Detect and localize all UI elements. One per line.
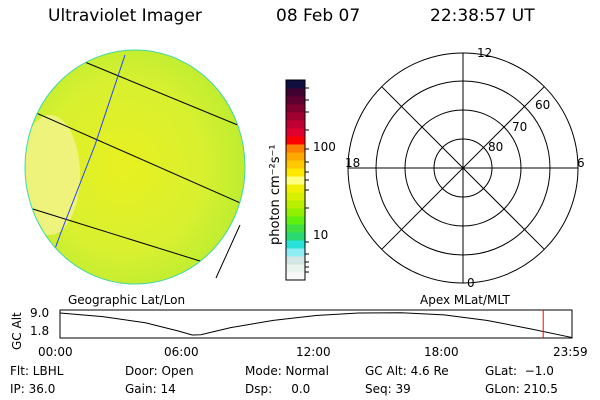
colorbar-swatch — [286, 200, 305, 209]
colorbar-tick-10: 10 — [313, 228, 329, 242]
colorbar-swatch — [286, 96, 305, 105]
colorbar-swatch — [286, 144, 305, 153]
colorbar-swatch — [286, 152, 305, 161]
altitude-frame — [59, 309, 573, 339]
colorbar-swatch — [286, 192, 305, 201]
colorbar-swatch — [286, 160, 305, 169]
colorbar-swatch — [286, 120, 305, 129]
date-label: 08 Feb 07 — [276, 6, 361, 26]
colorbar-swatch — [286, 80, 305, 89]
polar-label-18: 18 — [345, 156, 361, 170]
status-glat: GLat: −1.0 — [485, 364, 554, 378]
time-label: 22:38:57 UT — [430, 6, 535, 26]
xtick: 23:59 — [553, 345, 588, 359]
colorbar-swatch — [286, 240, 305, 249]
apex-title: Apex MLat/MLT — [420, 293, 510, 307]
colorbar — [285, 79, 309, 281]
xtick: 00:00 — [38, 345, 73, 359]
xtick: 12:00 — [296, 345, 331, 359]
colorbar-swatch — [286, 112, 305, 121]
polar-label-6: 6 — [577, 156, 585, 170]
ring-label-80: 80 — [488, 140, 504, 154]
ytick-9: 9.0 — [30, 306, 50, 320]
colorbar-swatch — [286, 128, 305, 137]
colorbar-swatch — [286, 232, 305, 241]
colorbar-swatch — [286, 176, 305, 185]
colorbar-swatch — [286, 224, 305, 233]
geographic-title: Geographic Lat/Lon — [68, 293, 186, 307]
ring-label-60: 60 — [535, 98, 551, 112]
status-dsp: Dsp: 0.0 — [245, 382, 311, 396]
colorbar-swatch — [286, 216, 305, 225]
colorbar-swatch — [286, 88, 305, 97]
status-gc-alt: GC Alt: 4.6 Re — [365, 364, 449, 378]
ytick-1.8: 1.8 — [30, 324, 50, 338]
polar-label-12: 12 — [477, 46, 493, 60]
xtick: 06:00 — [164, 345, 199, 359]
status-filter: Flt: LBHL — [10, 364, 64, 378]
colorbar-swatch — [286, 168, 305, 177]
colorbar-swatch — [286, 184, 305, 193]
status-gain: Gain: 14 — [125, 382, 176, 396]
status-door: Door: Open — [125, 364, 194, 378]
colorbar-tick-100: 100 — [313, 140, 336, 154]
status-ip: IP: 36.0 — [10, 382, 56, 396]
colorbar-swatch — [286, 256, 305, 265]
altitude-ylabel: GC Alt — [10, 312, 24, 350]
instrument-title: Ultraviolet Imager — [48, 6, 202, 26]
colorbar-swatch — [286, 104, 305, 113]
mlt-line — [381, 86, 545, 250]
xtick: 18:00 — [424, 345, 459, 359]
status-mode: Mode: Normal — [245, 364, 329, 378]
colorbar-swatch — [286, 264, 305, 273]
ring-label-70: 70 — [512, 120, 528, 134]
altitude-plot — [59, 309, 573, 339]
earth-image — [25, 50, 245, 284]
polar-label-0: 0 — [467, 276, 475, 290]
colorbar-label: photon cm⁻²s⁻¹ — [268, 144, 283, 245]
colorbar-swatch — [286, 208, 305, 217]
colorbar-swatch — [286, 248, 305, 257]
altitude-curve — [59, 312, 572, 338]
polar-grid — [347, 52, 579, 284]
status-seq: Seq: 39 — [365, 382, 411, 396]
colorbar-swatch — [286, 272, 305, 281]
colorbar-swatch — [286, 136, 305, 145]
status-glon: GLon: 210.5 — [485, 382, 558, 396]
